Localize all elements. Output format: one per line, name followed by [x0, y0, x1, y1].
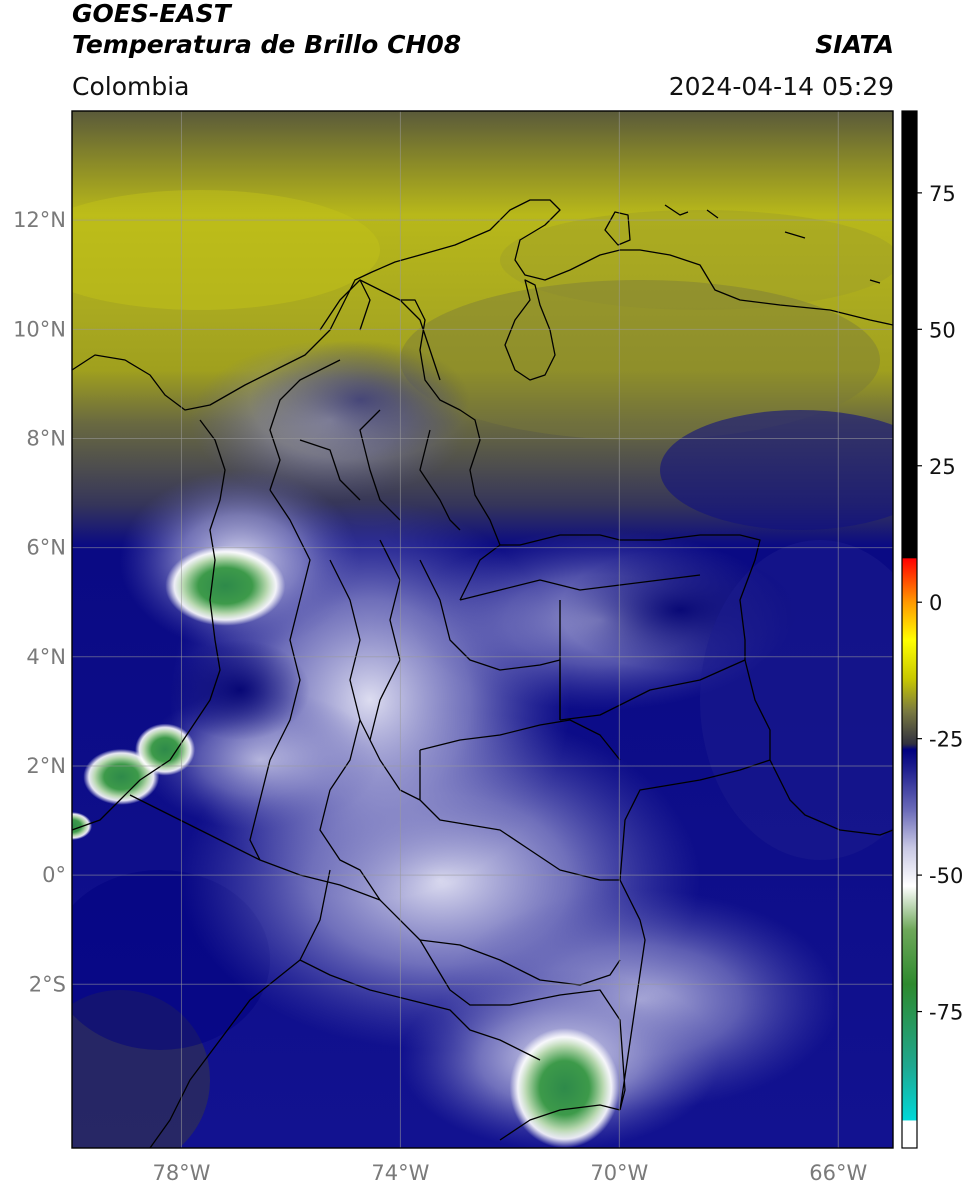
region-label: Colombia	[72, 72, 190, 101]
lat-tick-label: 2°N	[26, 754, 66, 778]
agency-label: SIATA	[815, 30, 894, 59]
colorbar-tick-label: 50	[929, 318, 956, 342]
latitude-labels: 12°N 10°N 8°N 6°N 4°N 2°N 0° 2°S	[13, 208, 66, 996]
colorbar-scale	[902, 111, 917, 1148]
imagery-layer	[72, 111, 893, 1148]
lat-tick-label: 2°S	[29, 972, 66, 996]
dept-boundaries-central	[269, 489, 701, 791]
colorbar-frame	[901, 110, 918, 1149]
neighbor-borders	[149, 600, 621, 1148]
colorbar-tick-label: -25	[929, 728, 963, 752]
cold-cloud-core	[509, 1027, 620, 1148]
dept-boundaries-north	[269, 279, 461, 531]
lat-tick-label: 4°N	[26, 645, 66, 669]
map-frame	[71, 110, 894, 1149]
cold-cloud-core	[135, 723, 196, 776]
dept-boundaries-south	[249, 659, 746, 986]
lat-tick-label: 6°N	[26, 536, 66, 560]
lon-tick-label: 70°W	[590, 1161, 648, 1185]
colorbar-tick-label: 75	[929, 182, 956, 206]
aruba-curacao	[604, 204, 881, 284]
cold-cloud-core	[165, 545, 286, 626]
boundaries-layer	[72, 199, 893, 1148]
colorbar-ticks: 75 50 25 0 -25 -50 -75	[917, 182, 963, 1025]
lon-tick-label: 78°W	[152, 1161, 210, 1185]
colorbar-tick-label: 25	[929, 455, 956, 479]
colombia-border	[129, 279, 893, 1111]
lat-tick-label: 8°N	[26, 426, 66, 450]
lat-tick-label: 12°N	[13, 208, 66, 232]
lat-tick-label: 10°N	[13, 317, 66, 341]
graticule	[72, 111, 893, 1148]
colorbar-tick-label: 0	[929, 591, 942, 615]
colorbar: 75 50 25 0 -25 -50 -75	[901, 110, 963, 1149]
colorbar-tick-label: -75	[929, 1001, 963, 1025]
pacific-coastline	[72, 419, 226, 831]
satellite-title: GOES-EAST	[72, 0, 231, 28]
lat-tick-label: 0°	[42, 863, 66, 887]
maracaibo-lake	[504, 279, 556, 381]
lon-tick-label: 74°W	[371, 1161, 429, 1185]
product-title: Temperatura de Brillo CH08	[72, 30, 462, 59]
caribbean-coastline	[72, 199, 893, 411]
longitude-labels: 78°W 74°W 70°W 66°W	[152, 1161, 867, 1185]
lon-tick-label: 66°W	[809, 1161, 867, 1185]
timestamp-label: 2024-04-14 05:29	[668, 72, 894, 101]
colorbar-tick-label: -50	[929, 864, 963, 888]
